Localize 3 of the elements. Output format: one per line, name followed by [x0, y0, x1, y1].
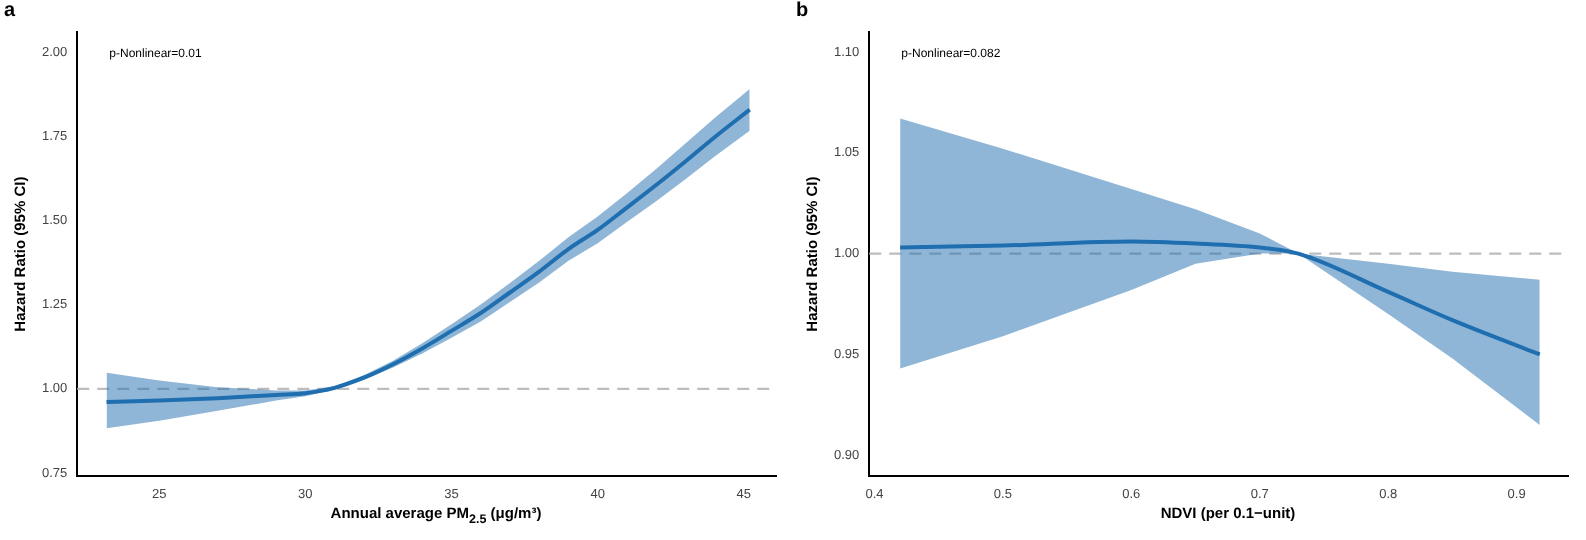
chart-title: b	[796, 0, 809, 22]
line-series	[898, 239, 1542, 357]
chart-title: a	[4, 0, 16, 22]
